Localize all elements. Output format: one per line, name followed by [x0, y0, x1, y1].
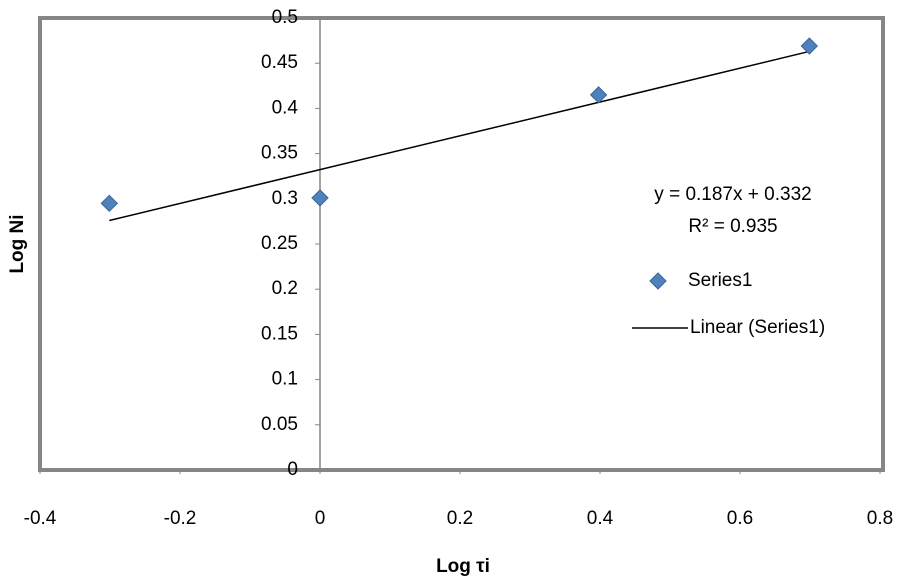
y-tick-label: 0.35 [261, 143, 298, 164]
y-tick-label: 0.2 [272, 278, 298, 299]
y-tick-label: 0.45 [261, 52, 298, 73]
legend-label: Linear (Series1) [690, 317, 825, 338]
point [101, 195, 117, 211]
y-tick-label: 0.4 [272, 97, 299, 118]
x-tick-label: -0.2 [164, 508, 197, 529]
y-tick-label: 0.1 [272, 369, 298, 390]
r-squared: R² = 0.935 [688, 216, 777, 237]
plot-frame [40, 18, 883, 470]
x-tick-label: 0.8 [867, 508, 893, 529]
chart: Log τi Log Ni y = 0.187x + 0.332 R² = 0.… [0, 0, 902, 583]
x-tick-label: 0.2 [447, 508, 473, 529]
x-tick-label: 0.4 [587, 508, 614, 529]
x-tick-label: 0.6 [727, 508, 753, 529]
y-tick-label: 0 [287, 459, 298, 480]
legend-marker [650, 273, 666, 289]
point [312, 190, 328, 206]
y-tick-label: 0.25 [261, 233, 298, 254]
point [801, 38, 817, 54]
legend-label: Series1 [688, 270, 752, 291]
trend-equation: y = 0.187x + 0.332 [654, 184, 811, 205]
y-tick-label: 0.5 [272, 7, 298, 28]
x-tick-label: 0 [315, 508, 326, 529]
y-tick-label: 0.05 [261, 414, 298, 435]
y-tick-label: 0.3 [272, 188, 298, 209]
y-tick-label: 0.15 [261, 323, 298, 344]
x-tick-label: -0.4 [24, 508, 57, 529]
y-axis-title: Log Ni [7, 214, 28, 273]
x-axis-title: Log τi [436, 556, 490, 577]
